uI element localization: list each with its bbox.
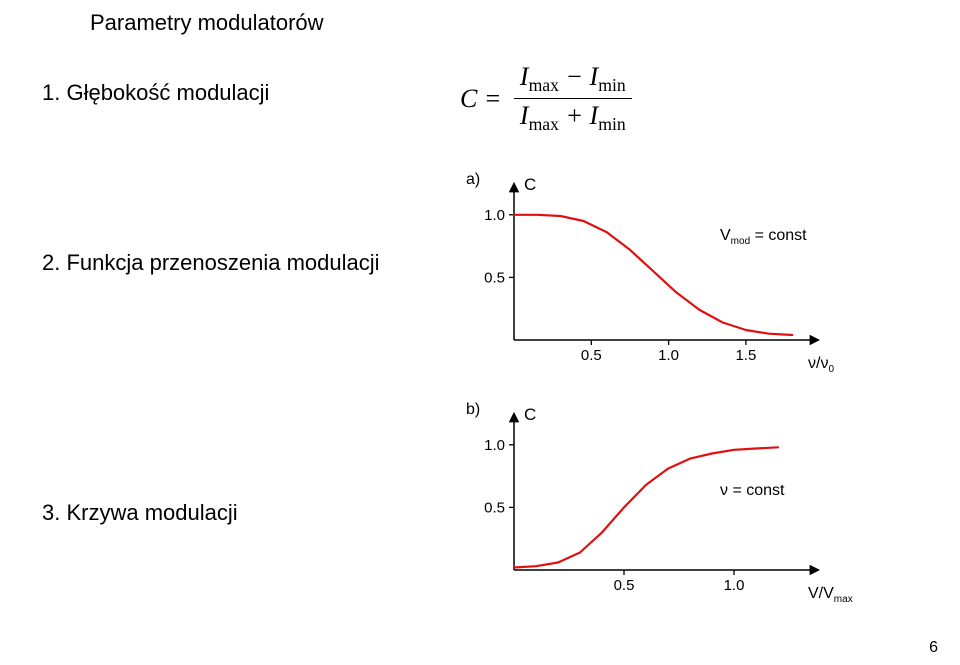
svg-text:1.0: 1.0 — [484, 437, 505, 454]
svg-text:0.5: 0.5 — [581, 347, 602, 364]
svg-text:0.5: 0.5 — [484, 499, 505, 516]
formula-denominator: Imax + Imin — [514, 99, 632, 135]
svg-text:ν/ν0: ν/ν0 — [808, 355, 834, 375]
svg-text:a): a) — [466, 171, 480, 188]
svg-text:V/Vmax: V/Vmax — [808, 585, 853, 605]
slide-page: Parametry modulatorów 1. Głębokość modul… — [0, 0, 960, 665]
chart-b-svg: 1.0 0.5 0.5 1.0 C V/Vmax b) ν = const — [460, 400, 860, 610]
formula-lhs: C = — [460, 84, 501, 114]
svg-text:C: C — [524, 175, 536, 194]
section-title: Parametry modulatorów — [90, 10, 324, 36]
depth-formula: C = Imax − Imin Imax + Imin — [460, 62, 632, 135]
page-number: 6 — [929, 639, 938, 657]
list-item-1: 1. Głębokość modulacji — [42, 80, 269, 106]
svg-text:1.5: 1.5 — [735, 347, 756, 364]
chart-a-svg: 1.0 0.5 0.5 1.0 1.5 Cν/ν0 a) Vmod = const — [460, 170, 860, 380]
formula-fraction: Imax − Imin Imax + Imin — [514, 62, 632, 135]
formula-numerator: Imax − Imin — [514, 62, 632, 99]
svg-text:1.0: 1.0 — [484, 207, 505, 224]
svg-text:b): b) — [466, 401, 480, 418]
svg-text:C: C — [524, 405, 536, 424]
svg-text:1.0: 1.0 — [658, 347, 679, 364]
list-item-3: 3. Krzywa modulacji — [42, 500, 238, 526]
chart-b: 1.0 0.5 0.5 1.0 C V/Vmax b) ν = const — [460, 400, 860, 610]
svg-text:1.0: 1.0 — [724, 577, 745, 594]
svg-text:0.5: 0.5 — [484, 269, 505, 286]
svg-text:ν = const: ν = const — [720, 482, 785, 499]
svg-text:Vmod = const: Vmod = const — [720, 227, 807, 247]
chart-a: 1.0 0.5 0.5 1.0 1.5 Cν/ν0 a) Vmod = const — [460, 170, 860, 380]
svg-text:0.5: 0.5 — [614, 577, 635, 594]
list-item-2: 2. Funkcja przenoszenia modulacji — [42, 250, 380, 276]
